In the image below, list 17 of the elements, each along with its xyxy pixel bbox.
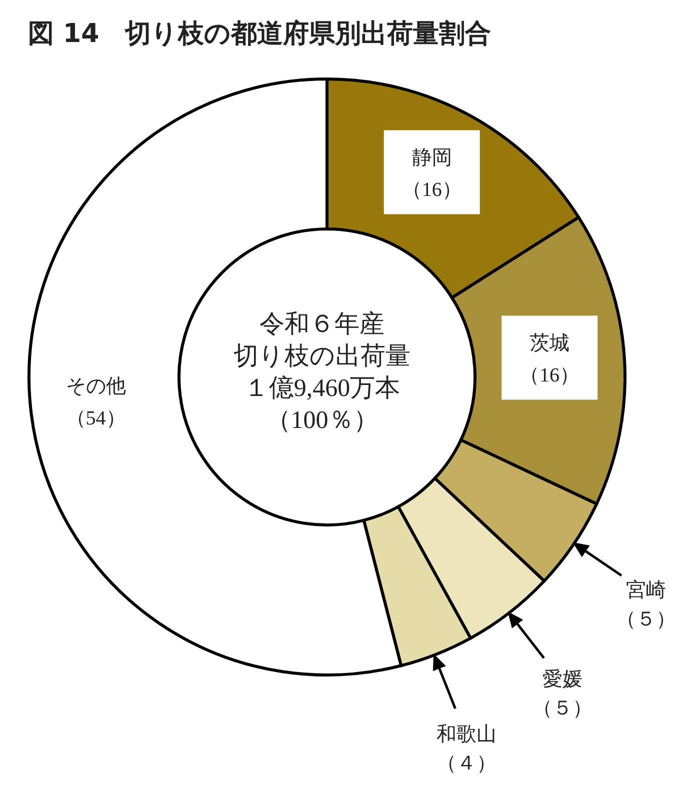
slice-label: 愛媛 [542,668,582,691]
text: （100％） [266,407,378,434]
text: 切り枝の出荷量 [234,343,410,370]
data-label: （４） [436,752,496,774]
text: 令和６年産 [260,310,384,338]
data-label: （54） [66,408,126,430]
slice-label: 静岡 [412,147,452,170]
data-label: （５） [532,698,592,720]
slice-label: 和歌山 [436,723,496,746]
data-label: （５） [616,608,676,630]
text: １億9,460万本 [244,375,400,402]
slice-label: その他 [66,376,126,398]
chart-title: 図 14 切り枝の都道府県別出荷量割合 [28,19,492,49]
data-label: （16） [402,179,462,202]
data-label: （16） [520,364,580,387]
slice-label: 宮崎 [626,578,666,602]
slice-label: 茨城 [530,332,570,355]
